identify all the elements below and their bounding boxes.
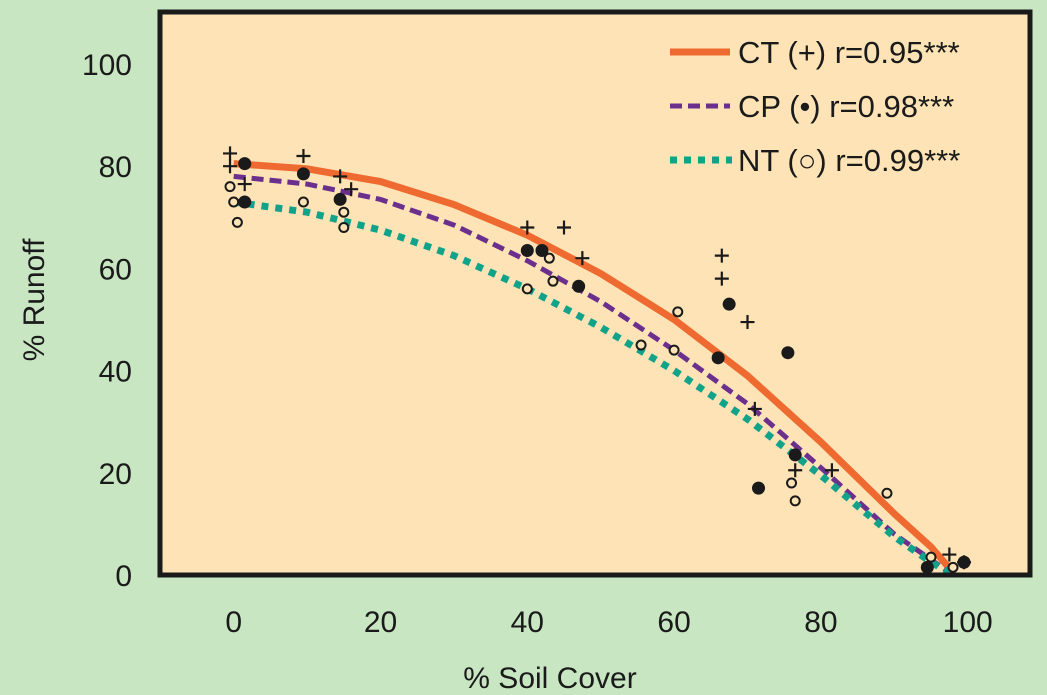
- data-point-nt: [224, 181, 236, 193]
- data-point-ct: [824, 463, 839, 478]
- x-tick-label: 20: [364, 606, 397, 639]
- x-tick-label: 80: [804, 606, 837, 639]
- data-point-nt: [789, 495, 801, 507]
- fit-curve-nt: [233, 198, 952, 576]
- x-axis: 0 20 40 60 80 100: [225, 606, 992, 639]
- data-point-nt: [947, 561, 959, 573]
- data-point-cp: [920, 560, 934, 574]
- data-point-cp: [296, 167, 310, 181]
- y-tick-label: 0: [115, 560, 132, 593]
- data-point-ct: [333, 169, 348, 184]
- data-point-cp: [788, 448, 802, 462]
- data-point-cp: [752, 481, 766, 495]
- data-point-ct: [520, 220, 535, 235]
- data-point-ct: [747, 401, 762, 416]
- data-point-cp: [238, 195, 252, 209]
- data-point-nt: [543, 252, 555, 264]
- data-point-ct: [223, 146, 238, 161]
- y-tick-label: 100: [82, 49, 132, 82]
- y-tick-label: 20: [99, 458, 132, 491]
- data-point-nt: [338, 206, 350, 218]
- data-point-nt: [672, 306, 684, 318]
- x-tick-label: 60: [657, 606, 690, 639]
- fit-curves: [233, 160, 956, 576]
- data-point-nt: [521, 283, 533, 295]
- data-point-ct: [296, 148, 311, 163]
- legend-label-ct: CT (+) r=0.95***: [738, 35, 960, 70]
- y-tick-label: 60: [99, 253, 132, 286]
- data-point-cp: [957, 555, 971, 569]
- data-point-ct: [788, 463, 803, 478]
- data-point-cp: [711, 351, 725, 365]
- data-point-nt: [228, 196, 240, 208]
- data-point-cp: [722, 297, 736, 311]
- fit-curve-ct: [233, 160, 956, 575]
- data-point-nt: [231, 216, 243, 228]
- data-point-cp: [520, 244, 534, 258]
- data-point-ct: [557, 220, 571, 235]
- plot-frame: [157, 9, 1033, 578]
- x-axis-title: % Soil Cover: [463, 662, 636, 695]
- data-point-nt: [668, 344, 680, 356]
- data-point-ct: [740, 315, 755, 330]
- data-point-ct: [714, 248, 729, 263]
- data-markers: [223, 146, 972, 574]
- data-point-nt: [786, 477, 798, 489]
- y-axis-title: % Runoff: [18, 238, 51, 362]
- data-point-cp: [333, 192, 347, 206]
- legend-label-nt: NT (○) r=0.99***: [738, 143, 960, 178]
- plot-area: [160, 12, 1030, 575]
- data-point-nt: [635, 339, 647, 351]
- data-point-ct: [714, 271, 729, 286]
- data-point-ct: [237, 177, 252, 192]
- data-point-cp: [535, 244, 549, 258]
- x-tick-label: 40: [511, 606, 544, 639]
- data-point-ct: [575, 251, 590, 266]
- data-point-nt: [338, 222, 350, 234]
- data-point-ct: [223, 159, 238, 174]
- legend: CT (+) r=0.95*** CP (•) r=0.98*** NT (○)…: [670, 35, 960, 178]
- x-tick-label: 100: [943, 606, 993, 639]
- data-point-nt: [925, 551, 937, 563]
- y-tick-label: 80: [99, 151, 132, 184]
- data-point-nt: [297, 196, 309, 208]
- x-tick-label: 0: [225, 606, 242, 639]
- data-point-nt: [547, 275, 559, 287]
- data-point-ct: [344, 182, 359, 197]
- data-point-ct: [942, 547, 957, 562]
- legend-label-cp: CP (•) r=0.98***: [738, 89, 954, 124]
- data-point-cp: [781, 346, 795, 360]
- data-point-nt: [881, 487, 893, 499]
- data-point-cp: [238, 157, 252, 171]
- data-point-cp: [572, 279, 586, 293]
- y-axis: 0 20 40 60 80 100: [82, 49, 132, 593]
- y-tick-label: 40: [99, 356, 132, 389]
